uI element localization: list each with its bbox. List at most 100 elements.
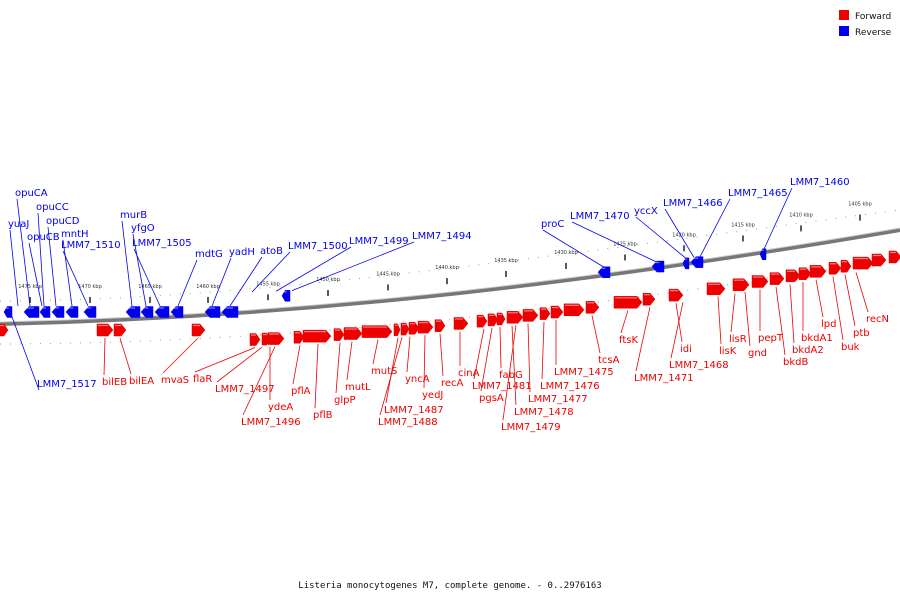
reverse-gene-label[interactable]: opuCD bbox=[46, 216, 80, 227]
reverse-gene-label[interactable]: opuCA bbox=[15, 188, 48, 199]
forward-gene-arrow[interactable] bbox=[267, 332, 285, 345]
forward-gene-arrow[interactable] bbox=[393, 323, 401, 337]
forward-gene-arrow[interactable] bbox=[563, 303, 585, 317]
forward-gene-label[interactable]: pflB bbox=[313, 410, 333, 421]
forward-gene-arrow[interactable] bbox=[769, 272, 785, 285]
forward-gene-label[interactable]: LMM7_1476 bbox=[540, 381, 600, 392]
forward-gene-label[interactable]: tcsA bbox=[598, 355, 620, 366]
forward-gene-arrow[interactable] bbox=[96, 323, 114, 337]
forward-gene-arrow[interactable] bbox=[668, 288, 684, 302]
reverse-gene-label[interactable]: LMM7_1466 bbox=[663, 198, 723, 209]
forward-gene-label[interactable]: bilEA bbox=[129, 376, 154, 387]
forward-gene-label[interactable]: lisK bbox=[719, 346, 737, 357]
forward-gene-label[interactable]: LMM7_1477 bbox=[528, 394, 588, 405]
forward-gene-label[interactable]: LMM7_1487 bbox=[384, 405, 444, 416]
reverse-gene-label[interactable]: LMM7_1517 bbox=[37, 379, 97, 390]
reverse-gene-arrow[interactable] bbox=[3, 306, 13, 318]
forward-gene-arrow[interactable] bbox=[361, 325, 393, 338]
reverse-gene-label[interactable]: LMM7_1505 bbox=[132, 238, 192, 249]
reverse-gene-label[interactable]: LMM7_1499 bbox=[349, 236, 409, 247]
forward-gene-arrow[interactable] bbox=[539, 307, 551, 320]
reverse-gene-label[interactable]: mdtG bbox=[195, 249, 223, 260]
forward-gene-arrow[interactable] bbox=[751, 275, 769, 288]
reverse-gene-arrow[interactable] bbox=[83, 306, 97, 318]
forward-gene-arrow[interactable] bbox=[191, 323, 206, 337]
forward-gene-label[interactable]: mvaS bbox=[161, 375, 189, 386]
reverse-gene-arrow[interactable] bbox=[651, 260, 665, 273]
forward-gene-label[interactable]: LMM7_1497 bbox=[215, 384, 275, 395]
forward-gene-arrow[interactable] bbox=[785, 269, 801, 283]
forward-gene-arrow[interactable] bbox=[585, 301, 600, 314]
forward-gene-label[interactable]: LMM7_1468 bbox=[669, 360, 729, 371]
reverse-gene-label[interactable]: LMM7_1470 bbox=[570, 211, 630, 222]
forward-gene-arrow[interactable] bbox=[613, 296, 643, 309]
forward-gene-label[interactable]: LMM7_1481 bbox=[472, 381, 532, 392]
forward-gene-arrow[interactable] bbox=[506, 311, 524, 324]
forward-gene-label[interactable]: fabG bbox=[499, 370, 523, 381]
reverse-gene-label[interactable]: LMM7_1460 bbox=[790, 177, 850, 188]
reverse-gene-arrow[interactable] bbox=[690, 256, 704, 268]
forward-gene-label[interactable]: flaR bbox=[193, 374, 212, 385]
reverse-gene-arrow[interactable] bbox=[39, 306, 51, 318]
forward-gene-label[interactable]: buk bbox=[841, 342, 860, 353]
forward-gene-label[interactable]: LMM7_1471 bbox=[634, 373, 694, 384]
reverse-gene-label[interactable]: atoB bbox=[260, 246, 283, 257]
forward-gene-arrow[interactable] bbox=[113, 323, 127, 337]
forward-gene-arrow[interactable] bbox=[496, 312, 506, 326]
forward-gene-label[interactable]: pgsA bbox=[479, 393, 504, 404]
forward-gene-arrow[interactable] bbox=[476, 314, 488, 328]
reverse-gene-arrow[interactable] bbox=[170, 306, 184, 318]
forward-gene-label[interactable]: LMM7_1496 bbox=[241, 417, 301, 428]
reverse-gene-label[interactable]: LMM7_1465 bbox=[728, 188, 788, 199]
reverse-gene-arrow[interactable] bbox=[154, 306, 170, 318]
forward-gene-label[interactable]: yncA bbox=[405, 374, 430, 385]
forward-gene-arrow[interactable] bbox=[293, 331, 305, 344]
reverse-gene-arrow[interactable] bbox=[65, 306, 79, 318]
forward-gene-label[interactable]: mutS bbox=[371, 366, 397, 377]
reverse-gene-label[interactable]: murB bbox=[120, 210, 147, 221]
forward-gene-label[interactable]: mutL bbox=[345, 382, 371, 393]
forward-gene-label[interactable]: ydeA bbox=[268, 402, 293, 413]
forward-gene-arrow[interactable] bbox=[400, 322, 410, 336]
reverse-gene-arrow[interactable] bbox=[204, 306, 221, 318]
forward-gene-arrow[interactable] bbox=[434, 319, 446, 332]
forward-gene-label[interactable]: bkdA2 bbox=[792, 345, 824, 356]
forward-gene-label[interactable]: bkdA1 bbox=[801, 333, 833, 344]
reverse-gene-label[interactable]: proC bbox=[541, 219, 564, 230]
forward-gene-label[interactable]: glpP bbox=[334, 395, 356, 406]
forward-gene-arrow[interactable] bbox=[828, 262, 842, 275]
reverse-gene-arrow[interactable] bbox=[682, 257, 690, 270]
forward-gene-arrow[interactable] bbox=[642, 292, 656, 306]
forward-gene-arrow[interactable] bbox=[302, 329, 332, 343]
reverse-gene-label[interactable]: LMM7_1510 bbox=[61, 240, 121, 251]
reverse-gene-arrow[interactable] bbox=[140, 306, 154, 318]
reverse-gene-label[interactable]: LMM7_1494 bbox=[412, 231, 472, 242]
forward-gene-arrow[interactable] bbox=[408, 321, 420, 335]
forward-gene-label[interactable]: cinA bbox=[458, 368, 480, 379]
forward-gene-arrow[interactable] bbox=[522, 309, 539, 322]
forward-gene-arrow[interactable] bbox=[871, 253, 887, 267]
forward-gene-label[interactable]: LMM7_1479 bbox=[501, 422, 561, 433]
reverse-gene-arrow[interactable] bbox=[23, 306, 40, 318]
reverse-gene-label[interactable]: mntH bbox=[61, 229, 89, 240]
forward-gene-label[interactable]: lpd bbox=[821, 319, 836, 330]
forward-gene-arrow[interactable] bbox=[550, 305, 564, 319]
forward-gene-arrow[interactable] bbox=[0, 323, 9, 337]
forward-gene-arrow[interactable] bbox=[809, 265, 827, 278]
reverse-gene-arrow[interactable] bbox=[597, 266, 611, 279]
reverse-gene-label[interactable]: yfgO bbox=[131, 223, 155, 234]
forward-gene-arrow[interactable] bbox=[840, 259, 852, 273]
forward-gene-label[interactable]: bkdB bbox=[783, 357, 808, 368]
forward-gene-label[interactable]: idi bbox=[680, 344, 692, 355]
reverse-gene-label[interactable]: yccX bbox=[634, 206, 658, 217]
reverse-gene-label[interactable]: LMM7_1500 bbox=[288, 241, 348, 252]
forward-gene-label[interactable]: ptb bbox=[853, 328, 870, 339]
reverse-gene-arrow[interactable] bbox=[221, 306, 239, 318]
forward-gene-label[interactable]: yedJ bbox=[422, 390, 443, 401]
forward-gene-arrow[interactable] bbox=[417, 320, 434, 334]
forward-gene-arrow[interactable] bbox=[453, 317, 469, 330]
forward-gene-arrow[interactable] bbox=[333, 328, 345, 341]
reverse-gene-label[interactable]: yadH bbox=[229, 247, 255, 258]
reverse-gene-arrow[interactable] bbox=[759, 248, 767, 260]
forward-gene-arrow[interactable] bbox=[732, 278, 750, 291]
